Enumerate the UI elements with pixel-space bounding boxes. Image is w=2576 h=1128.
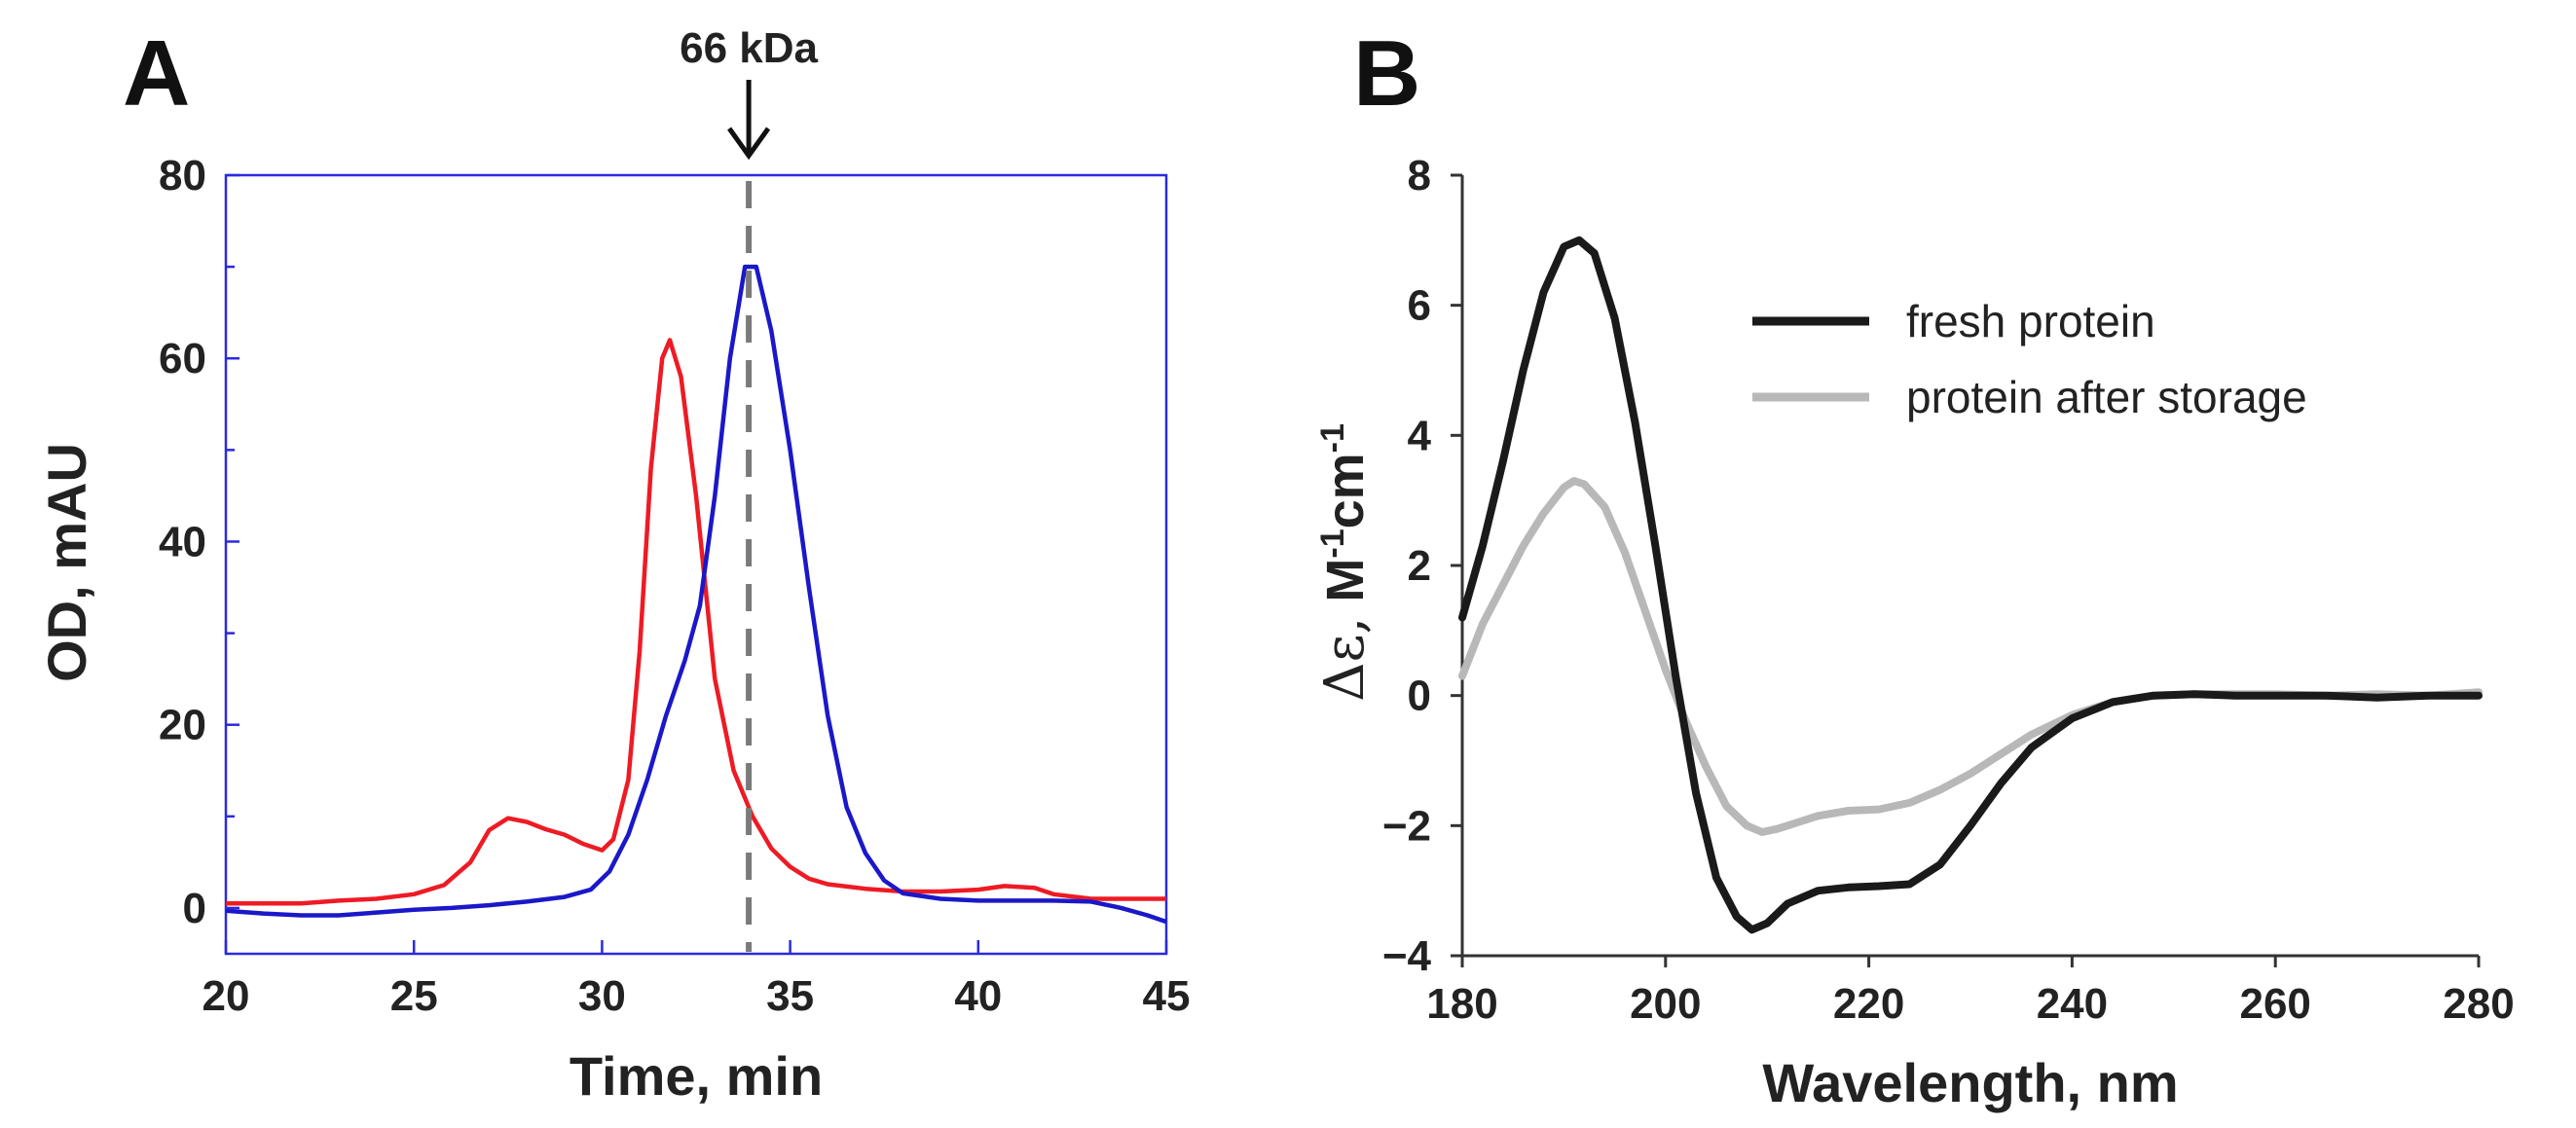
y-tick-label: 4 (1408, 412, 1432, 459)
panel-a-y-ticks: 0 20 40 60 80 (159, 152, 239, 932)
panel-a-plot-frame (224, 173, 1168, 956)
x-tick-label: 25 (390, 972, 438, 1020)
x-tick-label: 220 (1833, 980, 1904, 1028)
panel-a-letter: A (123, 21, 190, 126)
series-protein-after-storage (1458, 477, 2483, 836)
panel-b-curves (1458, 236, 2483, 934)
x-tick-label: 200 (1630, 980, 1701, 1028)
panel-b-letter: B (1353, 21, 1420, 126)
x-tick-label: 180 (1426, 980, 1497, 1028)
panel-b-y-axis-title: Δε, M-1cm-1 (1313, 423, 1377, 702)
x-tick-label: 40 (954, 972, 1002, 1020)
series-red-trace (226, 338, 1166, 906)
panel-b-legend: fresh protein protein after storage (1752, 296, 2307, 422)
panel-b-x-axis-title: Wavelength, nm (1762, 1052, 2178, 1113)
y-tick-label: 8 (1408, 152, 1431, 200)
y-tick-label: 6 (1408, 282, 1431, 330)
x-tick-label: 20 (202, 972, 250, 1020)
legend-label-protein-after-storage: protein after storage (1906, 372, 2307, 422)
legend-label-fresh-protein: fresh protein (1906, 296, 2155, 346)
panel-a-curves (225, 264, 1167, 925)
panel-b-y-ticks: −4 −2 0 2 4 6 8 (1382, 152, 1462, 980)
y-tick-label: 40 (159, 518, 206, 565)
x-tick-label: 45 (1143, 972, 1191, 1020)
y-tick-label: 60 (159, 335, 206, 382)
x-tick-label: 240 (2037, 980, 2108, 1028)
y-tick-label: −4 (1382, 932, 1432, 980)
y-tick-label: 2 (1408, 542, 1431, 590)
panel-a-x-axis-title: Time, min (570, 1045, 823, 1107)
mw-marker-label: 66 kDa (680, 24, 818, 72)
series-blue-trace (225, 264, 1167, 925)
panel-a-y-axis-title: OD, mAU (36, 443, 97, 682)
panel-b-x-ticks: 180 200 220 240 260 280 (1426, 956, 2515, 1028)
mw-marker-arrow-head (727, 127, 771, 161)
x-tick-label: 30 (578, 972, 626, 1020)
y-tick-label: 0 (1408, 673, 1431, 720)
series-fresh-protein (1458, 236, 2483, 934)
panel-a-x-ticks: 20 25 30 35 40 45 (202, 940, 1191, 1020)
panel-b: B 180 200 220 240 260 280 −4 −2 0 2 4 6 8 fresh pro… (1313, 21, 2515, 1113)
x-tick-label: 35 (766, 972, 814, 1020)
y-tick-label: −2 (1382, 802, 1431, 850)
y-tick-label: 0 (183, 885, 206, 932)
x-tick-label: 260 (2239, 980, 2310, 1028)
panel-a: A 66 kDa 20 25 30 35 40 45 0 20 40 60 80 Time, mi… (36, 21, 1190, 1107)
y-tick-label: 20 (159, 702, 206, 749)
y-tick-label: 80 (159, 152, 206, 200)
x-tick-label: 280 (2443, 980, 2514, 1028)
